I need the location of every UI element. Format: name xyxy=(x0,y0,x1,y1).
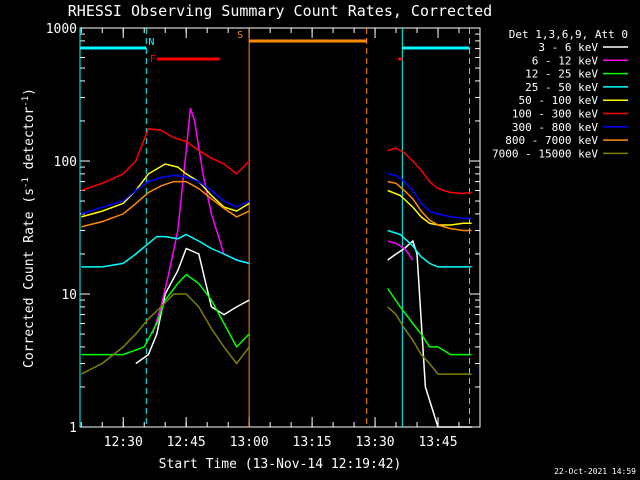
series-line-5 xyxy=(387,147,472,195)
x-tick-label: 13:15 xyxy=(293,435,332,450)
series-line-6 xyxy=(387,173,472,220)
legend-label-8: 7000 - 15000 keV xyxy=(492,147,598,160)
y-tick-label: 1 xyxy=(69,421,77,436)
series-line-5 xyxy=(81,127,250,192)
series-line-4 xyxy=(81,163,250,218)
timestamp: 22-Oct-2021 14:59 xyxy=(554,467,636,476)
series-line-0 xyxy=(135,247,250,365)
series-line-7 xyxy=(81,180,250,228)
x-axis-label: Start Time (13-Nov-14 12:19:42) xyxy=(159,457,402,472)
y-tick-label: 10 xyxy=(61,288,77,303)
series-line-3 xyxy=(81,233,250,268)
series-line-1 xyxy=(387,240,414,261)
x-tick-label: 13:45 xyxy=(418,435,457,450)
y-tick-label: 100 xyxy=(54,155,77,170)
legend-label-3: 25 - 50 keV xyxy=(525,81,598,94)
plot-frame xyxy=(79,27,481,428)
y-axis-label-end: ) xyxy=(22,88,37,96)
series-line-3 xyxy=(387,229,472,268)
series-line-4 xyxy=(387,189,472,226)
y-tick-label: 1000 xyxy=(46,22,77,37)
series-line-0 xyxy=(387,239,472,428)
series-line-6 xyxy=(81,174,250,215)
legend-label-0: 3 - 6 keV xyxy=(538,41,598,54)
series-lines xyxy=(80,107,472,428)
series-line-8 xyxy=(80,293,250,375)
chart-title: RHESSI Observing Summary Count Rates, Co… xyxy=(68,2,492,20)
legend-label-7: 800 - 7000 keV xyxy=(505,134,598,147)
legend-label-6: 300 - 800 keV xyxy=(512,121,598,134)
x-tick-label: 12:45 xyxy=(167,435,206,450)
series-line-2 xyxy=(81,273,250,356)
x-tick-label: 13:30 xyxy=(355,435,394,450)
night-marker-label: N xyxy=(148,37,154,48)
y-axis-label-mid: detector xyxy=(22,107,37,178)
flare-marker-label: F xyxy=(150,54,156,65)
y-axis-label-sup2: -1 xyxy=(21,96,31,107)
observing-markers: N S F xyxy=(79,28,471,427)
y-axis-label: Corrected Count Rate (s-1 detector-1) xyxy=(21,88,37,368)
y-axis-ticks: 1 10 100 1000 xyxy=(46,22,480,436)
legend-label-1: 6 - 12 keV xyxy=(532,54,599,67)
series-line-8 xyxy=(387,306,472,375)
legend-title: Det 1,3,6,9, Att 0 xyxy=(509,28,628,41)
series-line-2 xyxy=(387,288,472,356)
y-axis-label-main: Corrected Count Rate (s xyxy=(22,188,37,368)
legend-label-5: 100 - 300 keV xyxy=(512,108,598,121)
x-tick-label: 12:30 xyxy=(104,435,143,450)
y-axis-label-sup1: -1 xyxy=(21,177,31,188)
x-tick-label: 13:00 xyxy=(230,435,269,450)
saa-marker-label: S xyxy=(237,30,243,41)
legend-label-4: 50 - 100 keV xyxy=(519,94,599,107)
legend-label-2: 12 - 25 keV xyxy=(525,68,598,81)
series-line-7 xyxy=(387,180,472,232)
